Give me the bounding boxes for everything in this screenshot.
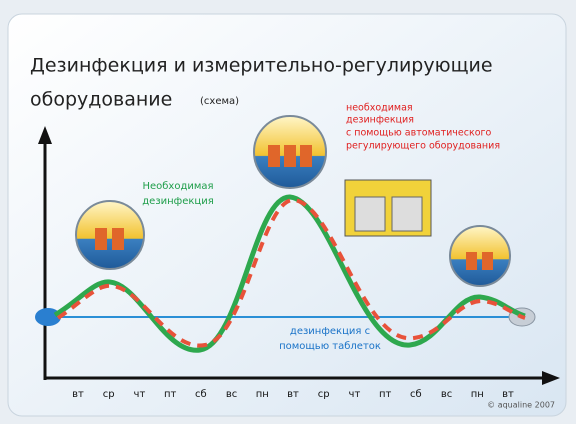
day-label: ср bbox=[103, 389, 115, 400]
day-label: пн bbox=[471, 389, 484, 400]
endpoint bbox=[35, 308, 61, 326]
title: Дезинфекция и измерительно-регулирующие bbox=[30, 55, 493, 77]
day-label: вс bbox=[441, 389, 452, 400]
label-line: необходимая bbox=[346, 103, 413, 114]
label-line: Необходимая bbox=[142, 181, 213, 192]
day-label: вт bbox=[72, 389, 84, 400]
day-label: вс bbox=[226, 389, 237, 400]
day-label: чт bbox=[134, 389, 146, 400]
day-label: чт bbox=[349, 389, 361, 400]
blue-label: дезинфекция с помощью таблеток bbox=[279, 326, 381, 352]
label-line: дезинфекция с bbox=[290, 326, 370, 337]
label-line: помощью таблеток bbox=[279, 341, 381, 352]
axes bbox=[38, 126, 560, 385]
icon bbox=[75, 115, 511, 287]
day-axis: вт ср чт пт сб вс пн вт ср чт пт сб вс пн вт bbox=[72, 389, 514, 400]
red-label: необходимая дезинфекция с помощью автома… bbox=[346, 103, 500, 152]
label-line: дезинфекция bbox=[142, 196, 213, 207]
day-label: сб bbox=[410, 389, 422, 400]
day-label: ср bbox=[318, 389, 330, 400]
day-label: вт bbox=[502, 389, 514, 400]
title-note: (схема) bbox=[200, 96, 239, 107]
day-label: пт bbox=[379, 389, 392, 400]
label-line: регулирующего оборудования bbox=[346, 141, 500, 152]
green-label: Необходимая дезинфекция bbox=[142, 181, 213, 207]
day-label: сб bbox=[195, 389, 207, 400]
label-line: с помощью автоматического bbox=[346, 128, 491, 139]
day-label: пн bbox=[256, 389, 269, 400]
footer: © aqualine 2007 bbox=[487, 401, 555, 410]
day-label: вт bbox=[287, 389, 299, 400]
title: оборудование bbox=[30, 89, 172, 111]
label-line: дезинфекция bbox=[346, 115, 414, 126]
day-label: пт bbox=[164, 389, 177, 400]
